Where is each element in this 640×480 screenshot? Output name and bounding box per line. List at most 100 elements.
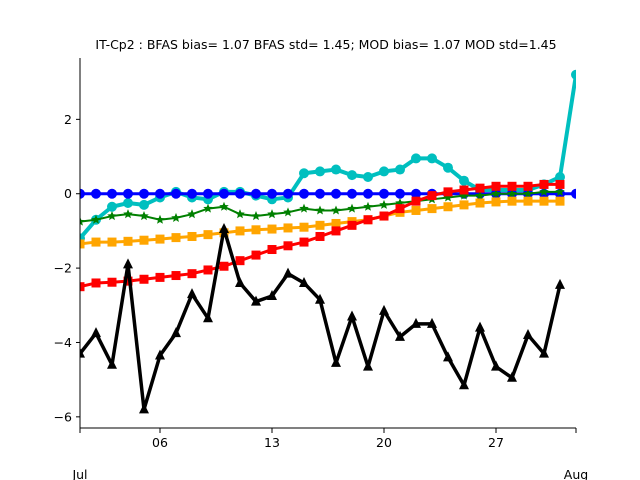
data-point bbox=[139, 188, 149, 199]
y-tick-label: 2 bbox=[64, 112, 72, 127]
data-point bbox=[411, 153, 421, 164]
data-point bbox=[443, 192, 453, 202]
data-point bbox=[475, 190, 485, 200]
y-tick-label: −4 bbox=[54, 335, 72, 350]
data-point bbox=[331, 205, 341, 215]
data-point bbox=[427, 153, 437, 164]
data-point bbox=[523, 181, 533, 191]
data-point bbox=[219, 188, 229, 199]
data-point bbox=[443, 187, 453, 197]
data-point bbox=[155, 214, 165, 224]
series-layer bbox=[80, 69, 576, 414]
data-point bbox=[507, 371, 517, 382]
data-point bbox=[187, 231, 197, 241]
data-point bbox=[139, 199, 149, 210]
data-point bbox=[347, 203, 357, 213]
data-point bbox=[443, 351, 453, 362]
data-point bbox=[539, 186, 549, 196]
data-point bbox=[331, 188, 341, 199]
data-point bbox=[187, 188, 197, 199]
data-point bbox=[203, 230, 213, 240]
data-point bbox=[299, 168, 309, 179]
data-point bbox=[155, 272, 165, 282]
data-point bbox=[555, 196, 565, 206]
data-point bbox=[539, 347, 549, 358]
data-point bbox=[379, 188, 389, 199]
data-point bbox=[267, 245, 277, 255]
data-point bbox=[203, 203, 213, 213]
data-point bbox=[123, 188, 133, 199]
data-point bbox=[347, 170, 357, 181]
data-point bbox=[475, 321, 485, 332]
data-point bbox=[107, 211, 117, 221]
y-tick-label: 0 bbox=[64, 186, 72, 201]
data-point bbox=[139, 274, 149, 284]
data-point bbox=[80, 239, 85, 249]
data-point bbox=[363, 215, 373, 225]
data-point bbox=[283, 223, 293, 233]
data-point bbox=[139, 211, 149, 221]
data-point bbox=[299, 188, 309, 199]
data-point bbox=[315, 231, 325, 241]
data-point bbox=[315, 166, 325, 177]
data-point bbox=[459, 185, 469, 195]
data-point bbox=[80, 188, 85, 199]
data-point bbox=[123, 209, 133, 219]
data-point bbox=[315, 205, 325, 215]
data-point bbox=[107, 201, 117, 212]
data-point bbox=[219, 223, 229, 234]
data-point bbox=[331, 226, 341, 236]
data-point bbox=[491, 360, 501, 371]
data-point bbox=[411, 317, 421, 328]
data-point bbox=[299, 237, 309, 247]
data-point bbox=[315, 220, 325, 230]
data-point bbox=[491, 197, 501, 207]
data-point bbox=[251, 211, 261, 221]
data-point bbox=[91, 188, 101, 199]
data-point bbox=[107, 188, 117, 199]
data-point bbox=[315, 293, 325, 304]
data-point bbox=[395, 198, 405, 208]
data-point bbox=[363, 201, 373, 211]
data-point bbox=[459, 175, 469, 186]
data-point bbox=[107, 277, 117, 287]
data-point bbox=[475, 183, 485, 193]
data-point bbox=[251, 250, 261, 260]
data-point bbox=[331, 356, 341, 367]
data-point bbox=[91, 214, 101, 224]
x-edge-label: Jul bbox=[71, 467, 87, 480]
data-point bbox=[251, 295, 261, 306]
data-point bbox=[91, 237, 101, 247]
data-point bbox=[107, 237, 117, 247]
data-point bbox=[427, 317, 437, 328]
data-point bbox=[251, 225, 261, 235]
data-point bbox=[523, 196, 533, 206]
data-point bbox=[507, 181, 517, 191]
series-3 bbox=[80, 186, 565, 226]
data-point bbox=[539, 196, 549, 206]
data-point bbox=[267, 188, 277, 199]
data-point bbox=[203, 312, 213, 323]
x-tick-label: 27 bbox=[488, 435, 504, 450]
data-point bbox=[379, 304, 389, 315]
data-point bbox=[283, 207, 293, 217]
data-point bbox=[219, 201, 229, 211]
series-line bbox=[80, 74, 576, 240]
data-point bbox=[347, 220, 357, 230]
data-point bbox=[187, 269, 197, 279]
series-5 bbox=[80, 179, 565, 292]
data-point bbox=[283, 188, 293, 199]
data-point bbox=[235, 256, 245, 266]
series-6 bbox=[80, 223, 565, 414]
data-point bbox=[475, 198, 485, 208]
data-point bbox=[299, 203, 309, 213]
data-point bbox=[187, 288, 197, 299]
data-point bbox=[283, 267, 293, 278]
chart-title: IT-Cp2 : BFAS bias= 1.07 BFAS std= 1.45;… bbox=[95, 37, 556, 52]
data-point bbox=[235, 209, 245, 219]
x-tick-label: 06 bbox=[152, 435, 168, 450]
data-point bbox=[555, 171, 565, 182]
data-point bbox=[363, 360, 373, 371]
data-point bbox=[427, 191, 437, 201]
data-point bbox=[283, 241, 293, 251]
